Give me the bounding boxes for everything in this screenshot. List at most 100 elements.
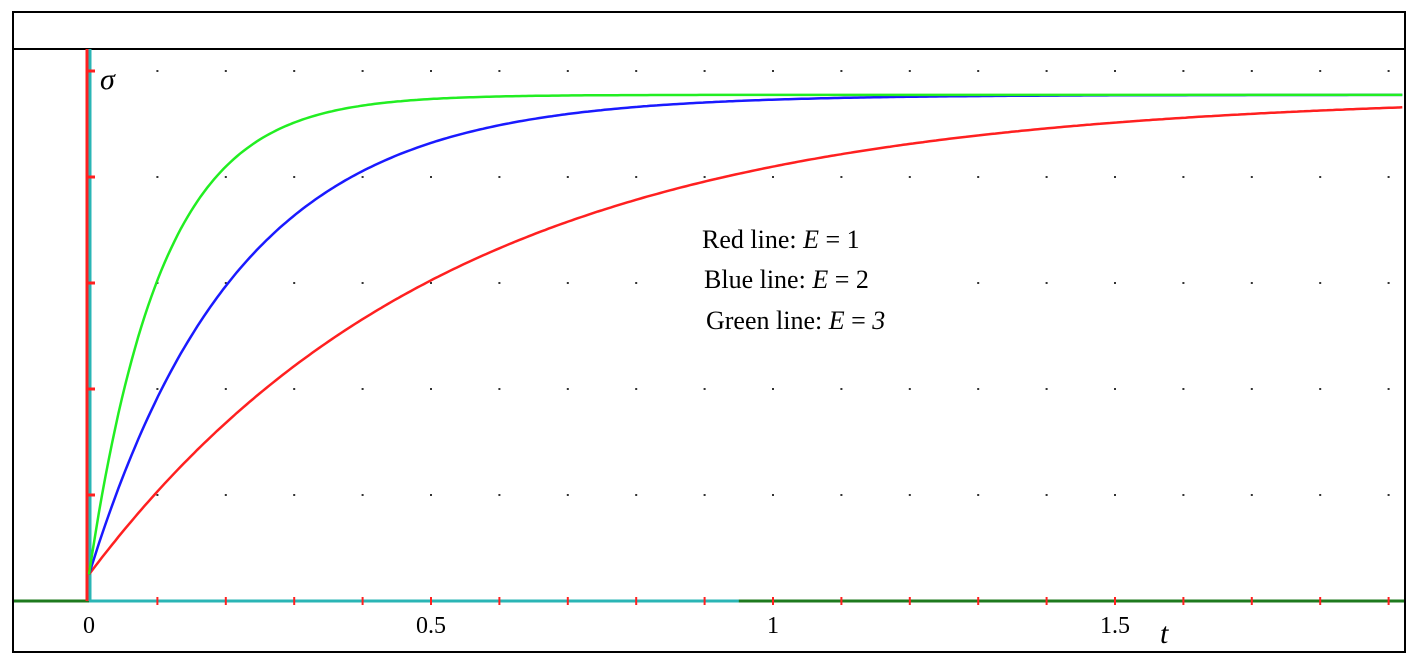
grid-dot <box>1182 70 1185 72</box>
grid-dot <box>498 388 501 390</box>
series-line-2 <box>87 93 1403 575</box>
grid-dot <box>1114 282 1116 284</box>
grid-dot <box>703 176 706 178</box>
grid-dot <box>224 388 227 390</box>
legend-entry-green-var2: 3 <box>871 306 885 335</box>
grid-dot <box>224 176 227 178</box>
grid-dot <box>1387 70 1390 72</box>
legend-entry-red-suffix: = 1 <box>819 225 860 254</box>
legend: Red line: E = 1 Blue line: E = 2 Green l… <box>694 218 964 342</box>
chart-frame: 0 0.5 1 1.5 σ t Red line: E = 1 Blue line: … <box>12 11 1406 653</box>
grid-dot <box>1114 494 1116 496</box>
grid-dot <box>430 70 432 72</box>
grid-dot <box>156 388 159 390</box>
series-line-0 <box>87 106 1403 576</box>
grid-dot <box>1114 176 1116 178</box>
grid-dot <box>1182 176 1185 178</box>
grid-dot <box>1045 388 1048 390</box>
grid-dot <box>498 494 501 496</box>
legend-entry-green: Green line: E = 3 <box>706 306 885 335</box>
legend-entry-red: Red line: E = 1 <box>702 225 860 254</box>
grid-dot <box>635 176 638 178</box>
grid-dot <box>908 388 911 390</box>
legend-entry-blue-suffix: = 2 <box>828 265 869 294</box>
grid-dot <box>498 282 501 284</box>
x-axis-label: t <box>1160 617 1169 650</box>
grid-dot <box>498 70 501 72</box>
grid-dot <box>1182 494 1185 496</box>
grid-dot <box>977 70 980 72</box>
legend-entry-green-prefix: Green line: <box>706 306 829 335</box>
x-tick-label: 1.5 <box>1100 613 1130 639</box>
grid-dot <box>908 176 911 178</box>
grid-dot <box>1250 176 1253 178</box>
grid-dot <box>566 494 569 496</box>
grid-dot <box>772 70 774 72</box>
chart-plot: 0 0.5 1 1.5 σ t Red line: E = 1 Blue line: … <box>14 48 1404 650</box>
grid-dot <box>1387 282 1390 284</box>
grid-dot <box>1250 388 1253 390</box>
grid-dot <box>430 494 432 496</box>
grid-dot <box>1045 70 1048 72</box>
legend-entry-blue-prefix: Blue line: <box>704 265 812 294</box>
grid-dot <box>293 176 296 178</box>
grid-dot <box>361 176 364 178</box>
legend-entry-blue-var: E <box>811 265 828 294</box>
grid-dot <box>977 494 980 496</box>
grid-dot <box>703 70 706 72</box>
grid-dot <box>1045 494 1048 496</box>
grid-dot <box>840 388 843 390</box>
grid-dot <box>498 176 501 178</box>
grid-dot <box>1045 282 1048 284</box>
grid-dot <box>566 176 569 178</box>
grid-dot <box>361 282 364 284</box>
grid-dot <box>430 282 432 284</box>
legend-entry-green-var: E <box>828 306 845 335</box>
grid-dot <box>635 388 638 390</box>
grid-dot <box>566 282 569 284</box>
axes <box>14 48 1404 605</box>
grid-dot <box>430 176 432 178</box>
grid-dot <box>156 70 159 72</box>
grid-dot <box>635 282 638 284</box>
grid-dot <box>1319 176 1322 178</box>
grid-dot <box>1387 388 1390 390</box>
x-tick-labels: 0 0.5 1 1.5 <box>83 613 1130 639</box>
grid-dot <box>840 494 843 496</box>
grid-dot <box>635 494 638 496</box>
grid-dot <box>840 70 843 72</box>
grid-dot <box>1114 388 1116 390</box>
x-tick-label: 1 <box>767 613 779 639</box>
grid-dot <box>430 388 432 390</box>
grid-dot <box>224 282 227 284</box>
grid-dot <box>1250 282 1253 284</box>
grid-dot <box>977 282 980 284</box>
grid-dot <box>977 176 980 178</box>
legend-box <box>694 218 964 342</box>
grid-dot <box>1319 70 1322 72</box>
grid-dot <box>1182 388 1185 390</box>
series-lines <box>87 93 1403 576</box>
grid-dot <box>703 494 706 496</box>
grid-dot <box>908 494 911 496</box>
grid-dot <box>156 494 159 496</box>
grid-dot <box>566 70 569 72</box>
grid-dot <box>977 388 980 390</box>
grid-dot <box>1387 494 1390 496</box>
grid-dot <box>293 388 296 390</box>
grid-dot <box>361 494 364 496</box>
x-tick-label: 0.5 <box>416 613 446 639</box>
legend-entry-red-prefix: Red line: <box>702 225 803 254</box>
grid-dot <box>1182 282 1185 284</box>
grid-dot <box>1387 176 1390 178</box>
grid-dot <box>772 388 774 390</box>
grid-dot <box>1319 388 1322 390</box>
grid-dot <box>293 70 296 72</box>
legend-entry-green-suffix: = <box>845 306 873 335</box>
legend-entry-red-var: E <box>802 225 819 254</box>
grid-dot <box>635 70 638 72</box>
grid-dot <box>1250 494 1253 496</box>
legend-entry-blue: Blue line: E = 2 <box>704 265 869 294</box>
grid-dot <box>772 176 774 178</box>
grid-dot <box>1114 70 1116 72</box>
